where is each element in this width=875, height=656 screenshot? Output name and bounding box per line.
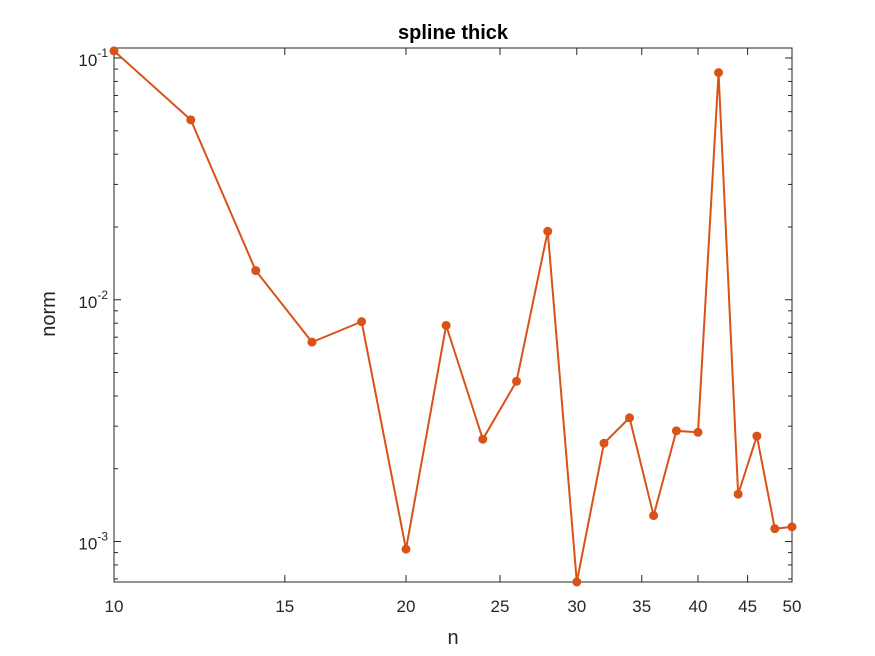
axes-box	[113, 47, 793, 583]
data-point	[251, 266, 261, 276]
y-tick-label: 10-1	[78, 46, 108, 70]
x-axis-label: n	[447, 627, 458, 649]
data-series	[109, 46, 797, 587]
data-point	[671, 426, 681, 436]
x-tick-label: 25	[491, 597, 510, 616]
data-point	[478, 434, 488, 444]
x-tick-label: 35	[632, 597, 651, 616]
x-tick-label: 20	[397, 597, 416, 616]
x-tick-label: 40	[689, 597, 708, 616]
data-point	[543, 226, 553, 236]
data-point	[441, 320, 451, 330]
y-axis-label: norm	[38, 291, 60, 337]
data-point	[599, 438, 609, 448]
data-point	[572, 577, 582, 587]
y-tick-exponent: -2	[97, 288, 108, 302]
y-tick-exponent: -1	[97, 46, 108, 60]
y-tick-base: 10	[78, 51, 97, 70]
x-tick-label: 50	[783, 597, 802, 616]
data-point	[357, 317, 367, 327]
data-point	[787, 522, 797, 532]
data-point	[625, 413, 635, 423]
data-point	[693, 427, 703, 437]
data-point	[109, 46, 119, 56]
y-tick-exponent: -3	[97, 530, 108, 544]
y-tick-base: 10	[78, 293, 97, 312]
data-point	[733, 489, 743, 499]
data-point	[649, 511, 659, 521]
data-point	[770, 524, 780, 534]
y-tick-label: 10-3	[78, 530, 108, 554]
x-tick-label: 15	[275, 597, 294, 616]
data-point	[307, 337, 317, 347]
data-point	[714, 68, 724, 78]
y-axis-ticks: 10-310-210-1	[78, 46, 792, 580]
data-point	[401, 544, 411, 554]
data-point	[512, 376, 522, 386]
x-axis-ticks: 10 15 20 25 30 35 40 45 50	[105, 48, 802, 616]
x-tick-label: 30	[567, 597, 586, 616]
chart-title: spline thick	[398, 22, 509, 44]
x-tick-label: 10	[105, 597, 124, 616]
data-point	[752, 431, 762, 441]
y-tick-label: 10-2	[78, 288, 108, 312]
data-point	[186, 115, 196, 125]
x-tick-label: 45	[738, 597, 757, 616]
y-tick-base: 10	[78, 535, 97, 554]
plot-area	[113, 47, 793, 583]
